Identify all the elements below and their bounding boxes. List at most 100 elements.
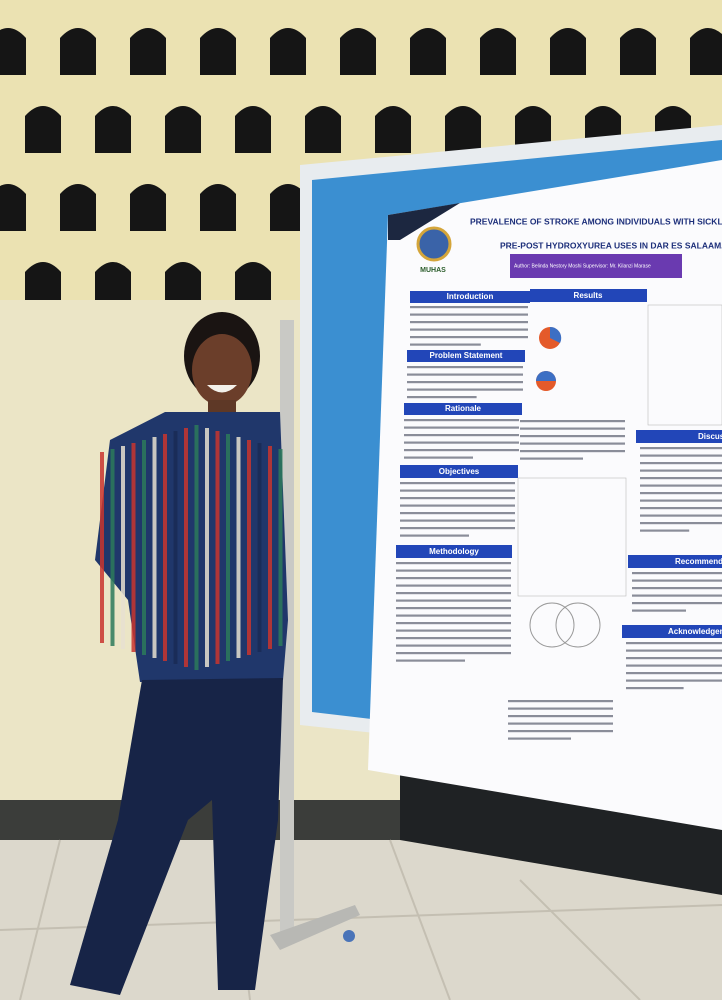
wall-opening (200, 28, 236, 75)
author-line: Author: Belinda Nestory Moshi Supervisor… (514, 263, 651, 269)
text-line (632, 594, 722, 597)
section-header: Acknowledgeme (668, 627, 722, 636)
text-line (400, 512, 515, 515)
section-header-bg (530, 289, 647, 302)
text-line (632, 579, 722, 582)
text-line (396, 622, 511, 625)
section-header: Problem Statement (430, 351, 503, 360)
skirting (0, 800, 420, 845)
text-line (626, 679, 722, 682)
text-line (407, 396, 477, 399)
section-header: Recommenda (675, 557, 722, 566)
text-line (640, 492, 722, 495)
section-header-bg (400, 465, 518, 478)
poster-title: PREVALENCE OF STROKE AMONG INDIVIDUALS W… (470, 216, 722, 226)
text-line (632, 587, 722, 590)
text-line (407, 388, 523, 391)
text-line (404, 426, 519, 429)
text-line (640, 522, 722, 525)
text-line (520, 450, 625, 453)
stripe (268, 446, 272, 649)
smile (207, 385, 237, 393)
text-line (508, 715, 613, 718)
wall-opening (95, 262, 131, 309)
text-line (520, 442, 625, 445)
text-line (508, 722, 613, 725)
text-line (520, 435, 625, 438)
text-line (410, 306, 528, 309)
poster (368, 160, 722, 830)
wall-opening (480, 28, 516, 75)
text-line (400, 519, 515, 522)
logo-text: MUHAS (420, 267, 446, 274)
stripe (257, 443, 262, 652)
wall-opening (95, 106, 131, 153)
table (647, 304, 722, 426)
stripe (121, 446, 125, 649)
section-header-bg (636, 430, 722, 443)
text-line (396, 607, 511, 610)
text-line (396, 629, 511, 632)
section-header: Objectives (439, 467, 480, 476)
section-header: Discussi (698, 432, 722, 441)
trousers (70, 678, 283, 995)
text-line (640, 499, 722, 502)
stripe (163, 434, 167, 661)
text-line (400, 497, 515, 500)
text-line (640, 477, 722, 480)
stripe (194, 425, 199, 670)
section-header-bg (622, 625, 722, 638)
wall-opening (0, 28, 26, 75)
wall-opening (690, 28, 722, 75)
text-line (400, 534, 469, 537)
text-line (396, 644, 511, 647)
wall-opening (0, 184, 26, 231)
wall-opening (25, 106, 61, 153)
text-line (626, 672, 722, 675)
text-line (407, 366, 523, 369)
text-line (407, 373, 523, 376)
wall-opening (60, 184, 96, 231)
wall-opening (550, 28, 586, 75)
text-line (396, 592, 511, 595)
wall-opening (60, 28, 96, 75)
shirt-stripes (100, 425, 283, 670)
text-line (400, 504, 515, 507)
text-line (640, 529, 690, 532)
text-line (404, 441, 519, 444)
text-line (640, 447, 722, 450)
text-line (640, 454, 722, 457)
text-line (396, 584, 511, 587)
text-line (396, 614, 511, 617)
wall-opening (165, 106, 201, 153)
stripe (205, 428, 209, 667)
text-line (400, 489, 515, 492)
text-line (400, 482, 515, 485)
poster-corner (388, 203, 460, 240)
section-header: Introduction (447, 292, 494, 301)
text-line (404, 456, 473, 459)
section-header-bg (407, 350, 525, 362)
text-line (396, 599, 511, 602)
poster-subtitle: PRE-POST HYDROXYUREA USES IN DAR ES SALA… (500, 240, 722, 250)
pie-slice (536, 371, 556, 381)
text-line (404, 449, 519, 452)
text-line (404, 419, 519, 422)
text-line (640, 514, 722, 517)
wall-opening (235, 106, 271, 153)
text-line (410, 313, 528, 316)
stripe (247, 440, 251, 655)
text-line (640, 484, 722, 487)
section-header-bg (628, 555, 722, 568)
text-line (626, 664, 722, 667)
text-line (404, 434, 519, 437)
stripe (278, 449, 283, 646)
text-line (632, 572, 722, 575)
text-line (508, 737, 571, 740)
stripe (100, 452, 104, 643)
text-line (396, 569, 511, 572)
author-banner (510, 254, 682, 278)
text-line (396, 652, 511, 655)
section-header: Methodology (429, 547, 479, 556)
text-line (632, 609, 686, 612)
